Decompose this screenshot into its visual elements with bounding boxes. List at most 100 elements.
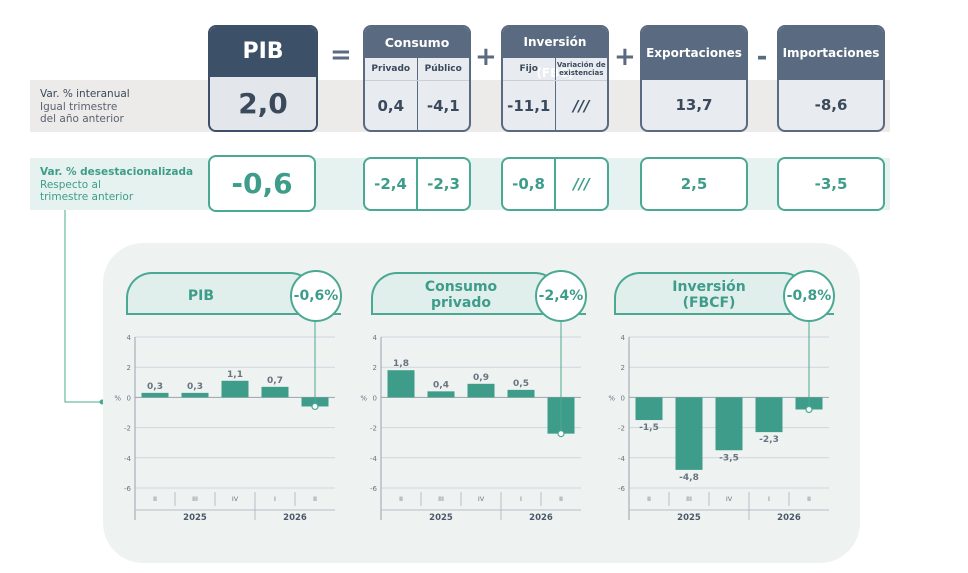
data-label: 0,3	[187, 382, 203, 392]
inversion-fijo-sub: Fijo	[503, 58, 556, 80]
desestacionalizada-label-line3: trimestre anterior	[40, 191, 134, 203]
pib-header: PIB	[210, 27, 316, 77]
minus-sign: -	[756, 42, 768, 72]
y-tick-label: -6	[618, 485, 626, 493]
bar	[507, 389, 535, 398]
chart-tab-pib: PIB	[126, 272, 316, 314]
pib-interanual-value: 2,0	[210, 77, 316, 130]
x-tick-label: III	[686, 495, 692, 503]
inversion-fijo-interanual: -11,1	[503, 81, 556, 130]
y-tick-label: -6	[370, 485, 378, 493]
data-label: -1,5	[639, 423, 659, 433]
consumo-publico-sub: Público	[424, 64, 462, 74]
importaciones-interanual: -8,6	[814, 96, 848, 114]
chart-tab-underline-consumo	[371, 313, 586, 315]
highlight-marker	[557, 430, 565, 438]
chart-badge-consumo: -2,4%	[535, 270, 587, 322]
y-tick-label: 4	[373, 334, 378, 342]
importaciones-desest-box: -3,5	[777, 157, 885, 211]
data-label: -4,8	[679, 473, 699, 483]
exportaciones-desest-box: 2,5	[640, 157, 748, 211]
y-tick-label: -2	[370, 425, 377, 433]
bar	[261, 386, 289, 398]
plus-sign-2: +	[614, 42, 636, 72]
y-tick-label: -4	[124, 455, 132, 463]
y-tick-label: -2	[618, 425, 625, 433]
interanual-label: Var. % interanual Igual trimestre del añ…	[40, 88, 200, 126]
x-tick-label: II	[153, 495, 157, 503]
highlight-marker	[805, 405, 813, 414]
chart-tab-underline-pib	[126, 313, 341, 315]
bar	[141, 392, 169, 398]
interanual-label-line2: Igual trimestre	[40, 100, 118, 113]
inversion-desest-box: -0,8 ///	[501, 157, 609, 211]
x-tick-label: II	[807, 495, 811, 503]
x-tick-label: III	[192, 495, 198, 503]
chart-title-inversion: Inversión (FBCF)	[672, 279, 746, 311]
consumo-publico-desest: -2,3	[427, 175, 460, 193]
exportaciones-interanual: 13,7	[675, 96, 713, 114]
inversion-existencias-interanual: ///	[573, 97, 590, 115]
x-tick-label: II	[399, 495, 403, 503]
pib-box: PIB 2,0	[208, 25, 318, 132]
data-label: 0,3	[147, 382, 163, 392]
chart-badge-consumo-text: -2,4%	[538, 288, 584, 304]
bar	[221, 380, 249, 398]
consumo-publico-interanual: -4,1	[426, 97, 460, 115]
consumo-header: Consumo	[365, 27, 469, 58]
y-tick-label: -4	[370, 455, 378, 463]
y-axis-unit: %	[114, 394, 121, 402]
x-tick-label: IV	[232, 495, 239, 503]
chart-title-pib: PIB	[187, 288, 215, 304]
interanual-label-line3: del año anterior	[40, 113, 124, 125]
inversion-box: Inversión (FBC) Fijo Variación de existe…	[501, 25, 609, 132]
y-tick-label: -6	[124, 485, 132, 493]
highlight-marker	[311, 402, 319, 411]
x-tick-label: IV	[726, 495, 733, 503]
inversion-header: Inversión (FBC)	[503, 27, 607, 80]
bar	[755, 397, 783, 433]
equals-sign: =	[330, 40, 352, 70]
inversion-existencias-sub: Variación de existencias	[556, 61, 606, 77]
consumo-desest-box: -2,4 -2,3	[363, 157, 471, 211]
data-label: 1,8	[393, 359, 409, 369]
plus-sign-1: +	[475, 42, 497, 72]
y-tick-label: 2	[373, 364, 377, 372]
x-tick-label: II	[559, 495, 563, 503]
bar	[635, 397, 663, 421]
bar	[715, 397, 743, 451]
x-tick-label: I	[768, 495, 770, 503]
data-label: 0,7	[267, 376, 283, 386]
y-tick-label: 0	[621, 394, 625, 402]
importaciones-header: Importaciones	[779, 27, 883, 80]
inversion-existencias-desest: ///	[573, 175, 590, 193]
exportaciones-header: Exportaciones	[642, 27, 746, 80]
x-tick-label: II	[647, 495, 651, 503]
desestacionalizada-label-line1: Var. % desestacionalizada	[40, 166, 194, 178]
bar	[181, 392, 209, 398]
data-label: 0,9	[473, 373, 489, 383]
year-label: 2025	[429, 513, 453, 523]
y-tick-label: 0	[127, 394, 131, 402]
chart-badge-inversion: -0,8%	[783, 270, 835, 322]
consumo-privado-desest: -2,4	[365, 159, 418, 209]
year-label: 2026	[283, 513, 307, 523]
y-tick-label: -4	[618, 455, 626, 463]
y-tick-label: -2	[124, 425, 131, 433]
inversion-fijo-desest: -0,8	[503, 159, 556, 209]
x-tick-label: II	[313, 495, 317, 503]
data-label: 1,1	[227, 370, 243, 380]
chart-badge-pib-text: -0,6%	[293, 288, 339, 304]
data-label: -3,5	[719, 453, 739, 463]
bar	[467, 383, 495, 398]
importaciones-desest-value: -3,5	[814, 175, 848, 193]
pib-desest-value: -0,6	[231, 167, 293, 200]
y-tick-label: 2	[621, 364, 625, 372]
year-label: 2026	[777, 513, 801, 523]
year-label: 2026	[529, 513, 553, 523]
interanual-label-line1: Var. % interanual	[40, 88, 130, 100]
desestacionalizada-label-line2: Respecto al	[40, 178, 101, 191]
